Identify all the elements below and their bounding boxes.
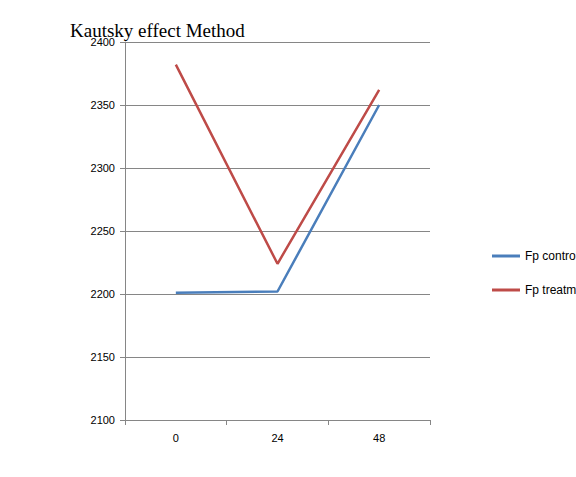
svg-text:Fp control: Fp control	[525, 249, 576, 263]
svg-text:2350: 2350	[91, 99, 115, 111]
svg-text:2100: 2100	[91, 414, 115, 426]
svg-text:Kautsky effect Method: Kautsky effect Method	[70, 20, 245, 41]
svg-text:24: 24	[271, 432, 283, 444]
svg-text:2400: 2400	[90, 36, 115, 48]
svg-text:2150: 2150	[91, 351, 115, 363]
svg-text:0: 0	[173, 432, 179, 444]
svg-text:48: 48	[373, 432, 385, 444]
svg-text:2250: 2250	[91, 225, 115, 237]
svg-text:Fp treatment: Fp treatment	[525, 283, 576, 297]
svg-text:2200: 2200	[91, 288, 115, 300]
svg-text:2300: 2300	[91, 162, 115, 174]
